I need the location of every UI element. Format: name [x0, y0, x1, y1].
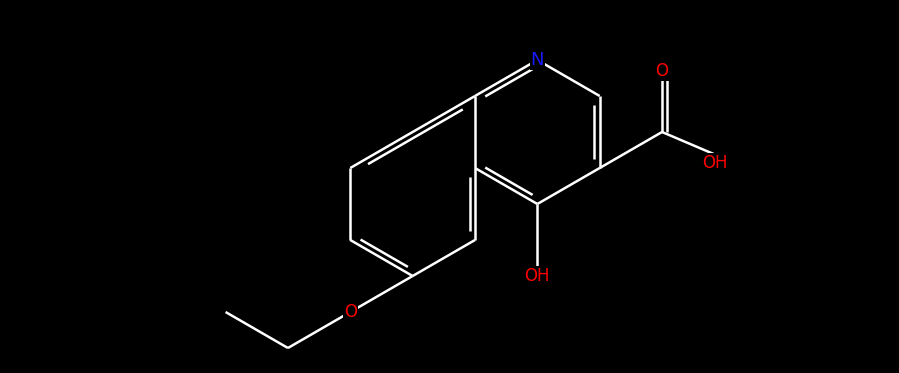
- Text: O: O: [655, 62, 669, 80]
- Text: O: O: [343, 303, 357, 321]
- Text: OH: OH: [702, 154, 728, 172]
- Text: OH: OH: [525, 267, 550, 285]
- Text: N: N: [530, 51, 544, 69]
